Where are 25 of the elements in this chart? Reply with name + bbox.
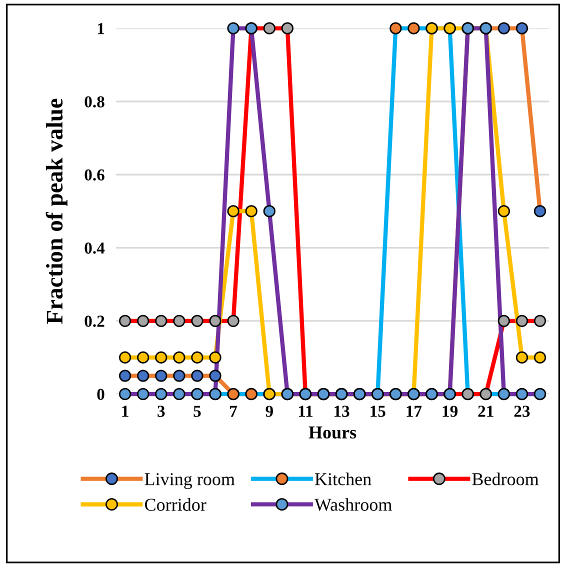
x-tick-label: 7 — [230, 406, 238, 417]
x-tick-label: 3 — [158, 406, 165, 417]
legend-label: Living room — [144, 473, 235, 490]
legend-label: Kitchen — [314, 472, 372, 486]
x-axis-title: Hours — [308, 426, 356, 439]
x-tick-label: 19 — [442, 406, 458, 417]
x-tick-label: 9 — [266, 406, 273, 417]
y-tick-label: 1 — [98, 23, 104, 34]
x-tick-label: 13 — [334, 406, 350, 417]
y-tick-label: 0 — [97, 388, 104, 400]
x-tick-label: 15 — [370, 406, 386, 417]
x-tick-label: 23 — [514, 406, 530, 417]
legend-label: Bedroom — [472, 472, 539, 486]
y-tick-label: 0.4 — [84, 242, 105, 254]
x-tick-label: 21 — [478, 406, 494, 417]
y-axis-title: Fraction of peak value — [46, 98, 68, 324]
y-tick-label: 0.2 — [84, 316, 104, 327]
legend-label: Corridor — [144, 498, 206, 511]
y-tick-label: 0.6 — [84, 169, 104, 181]
x-tick-label: 11 — [298, 406, 312, 417]
legend-label: Washroom — [314, 498, 392, 511]
y-tick-label: 0.8 — [84, 96, 104, 108]
x-tick-label: 1 — [122, 406, 128, 417]
x-tick-label: 17 — [406, 406, 422, 417]
x-tick-label: 5 — [194, 406, 201, 417]
